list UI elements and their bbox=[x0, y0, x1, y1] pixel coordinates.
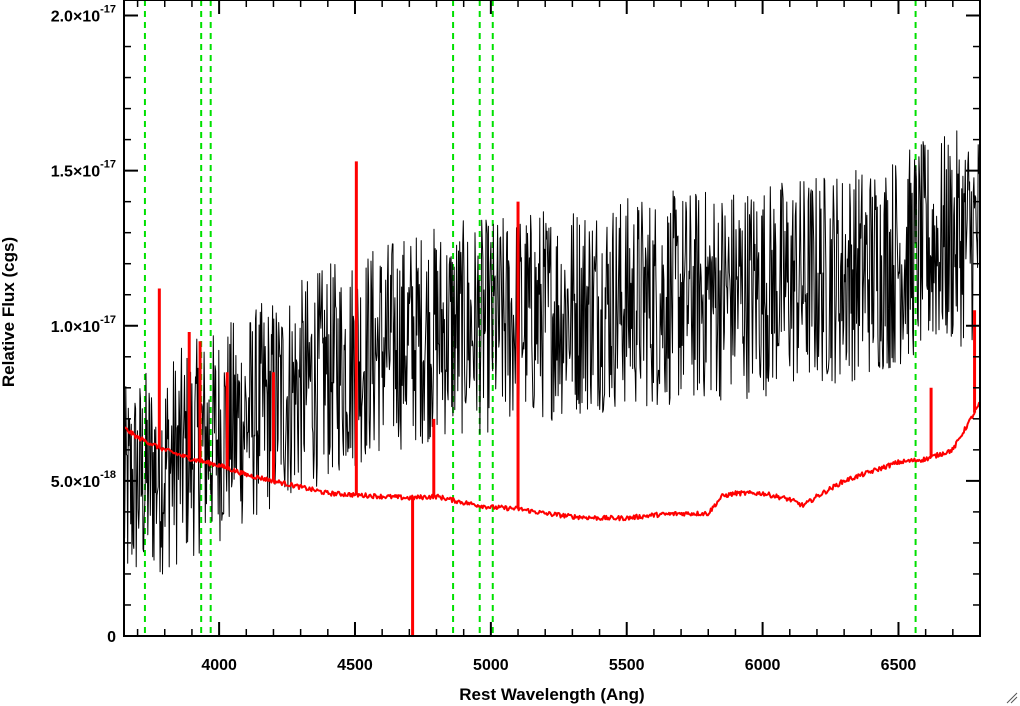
axes bbox=[123, 0, 981, 637]
x-tick-label: 6500 bbox=[881, 657, 917, 674]
x-tick-label: 6000 bbox=[745, 657, 781, 674]
x-tick-labels: 4000 4500 5000 5500 6000 6500 bbox=[201, 657, 916, 674]
plot-frame bbox=[123, 0, 981, 637]
y-tick-label: 1.0×10-17 bbox=[51, 314, 116, 336]
x-tick-label: 4500 bbox=[337, 657, 373, 674]
x-tick-label: 5000 bbox=[473, 657, 509, 674]
x-axis-label: Rest Wavelength (Ang) bbox=[459, 685, 644, 704]
y-axis-label: Relative Flux (cgs) bbox=[0, 237, 18, 387]
x-tick-label: 4000 bbox=[201, 657, 237, 674]
resize-grip-icon[interactable] bbox=[1006, 692, 1018, 704]
y-tick-label: 2.0×10-17 bbox=[51, 4, 116, 26]
series-line-1 bbox=[124, 401, 980, 522]
x-tick-label: 5500 bbox=[609, 657, 645, 674]
y-tick-label: 0 bbox=[107, 629, 116, 646]
y-tick-labels: 0 5.0×10-18 1.0×10-17 1.5×10-17 2.0×10-17 bbox=[51, 4, 116, 646]
y-tick-label: 1.5×10-17 bbox=[51, 159, 116, 181]
reference-lines bbox=[143, 0, 917, 636]
series-layer bbox=[124, 130, 980, 636]
series-line-0 bbox=[124, 130, 980, 575]
y-tick-label: 5.0×10-18 bbox=[51, 469, 116, 491]
